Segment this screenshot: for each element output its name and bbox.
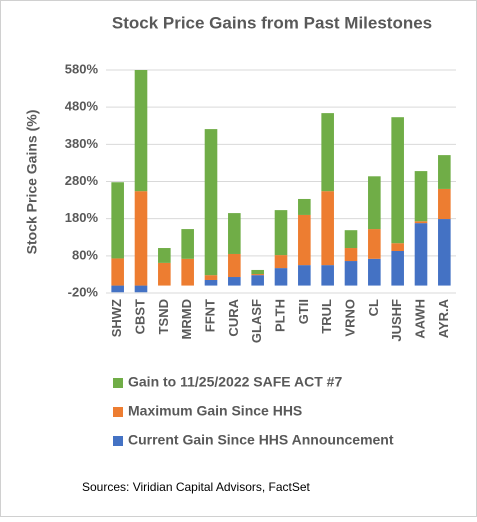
y-tick-label: 580%	[65, 61, 99, 76]
bar-segment	[251, 275, 264, 286]
bar-segment	[204, 129, 218, 276]
x-tick-label: TRUL	[319, 299, 334, 334]
y-tick-label: 480%	[65, 99, 99, 114]
legend-swatch	[113, 407, 123, 417]
bar-segment	[298, 198, 311, 215]
x-tick-label: TSND	[156, 299, 171, 334]
bar-segment	[274, 268, 288, 286]
bar-segment	[111, 182, 124, 259]
bar-segment	[368, 258, 381, 286]
bar-segment	[204, 275, 218, 280]
x-tick-label: SHWZ	[109, 299, 124, 337]
bar-segment	[391, 243, 404, 252]
bar-segment	[228, 253, 241, 278]
bar-segment	[134, 191, 148, 286]
y-tick-label: -20%	[68, 284, 99, 299]
y-tick-label: 380%	[65, 136, 99, 151]
bar-segment	[181, 258, 194, 286]
x-tick-label: PLTH	[272, 299, 287, 332]
bar-segment	[158, 248, 171, 263]
y-axis-label: Stock Price Gains (%)	[24, 110, 40, 255]
bar-segment	[368, 229, 381, 259]
bar-segment	[391, 117, 404, 244]
legend-swatch	[113, 378, 123, 388]
x-tick-label: JUSHF	[389, 299, 404, 342]
bar-segment	[111, 258, 124, 286]
x-tick-label: CURA	[226, 298, 241, 336]
x-tick-label: AYR.A	[436, 298, 451, 338]
bar-segment	[414, 171, 428, 222]
bar-segment	[298, 265, 311, 286]
bar-segment	[321, 265, 334, 286]
x-tick-label: CL	[366, 299, 381, 316]
y-tick-label: 80%	[72, 247, 98, 262]
source-note: Sources: Viridian Capital Advisors, Fact…	[82, 480, 311, 494]
bar-segment	[414, 223, 428, 286]
bar-segment	[344, 261, 358, 286]
x-tick-label: FFNT	[202, 299, 217, 332]
x-tick-label: AAWH	[412, 299, 427, 339]
legend-label: Maximum Gain Since HHS	[128, 403, 302, 419]
bar-segment	[204, 279, 218, 286]
bar-segment	[134, 70, 148, 192]
bar-segment	[274, 255, 288, 269]
x-tick-label: CBST	[132, 299, 147, 334]
bar-segment	[134, 285, 148, 293]
x-tick-label: GTII	[296, 299, 311, 324]
x-tick-label: MRMD	[179, 299, 194, 339]
legend-swatch	[113, 436, 123, 446]
bar-segment	[368, 176, 381, 230]
bar-segment	[228, 277, 241, 286]
bar-segment	[344, 248, 358, 262]
bar-segment	[414, 221, 428, 224]
bar-segment	[298, 214, 311, 266]
bar-segment	[251, 269, 264, 275]
bar-segment	[438, 155, 451, 189]
legend-label: Current Gain Since HHS Announcement	[128, 432, 394, 448]
bar-segment	[321, 113, 334, 192]
y-tick-label: 280%	[65, 173, 99, 188]
legend-label: Gain to 11/25/2022 SAFE ACT #7	[128, 374, 342, 390]
y-tick-label: 180%	[65, 210, 99, 225]
bar-segment	[344, 230, 358, 249]
bar-segment	[391, 251, 404, 286]
x-tick-label: VRNO	[342, 299, 357, 337]
chart-title: Stock Price Gains from Past Milestones	[112, 13, 432, 32]
bar-segment	[251, 274, 264, 276]
bar-segment	[158, 262, 171, 286]
bar-segment	[438, 219, 451, 286]
bar-segment	[274, 210, 288, 256]
x-tick-label: GLASF	[249, 299, 264, 343]
bar-segment	[438, 188, 451, 220]
bar-segment	[181, 229, 194, 259]
bar-segment	[321, 191, 334, 266]
bar-segment	[111, 285, 124, 293]
bar-segment	[228, 213, 241, 254]
